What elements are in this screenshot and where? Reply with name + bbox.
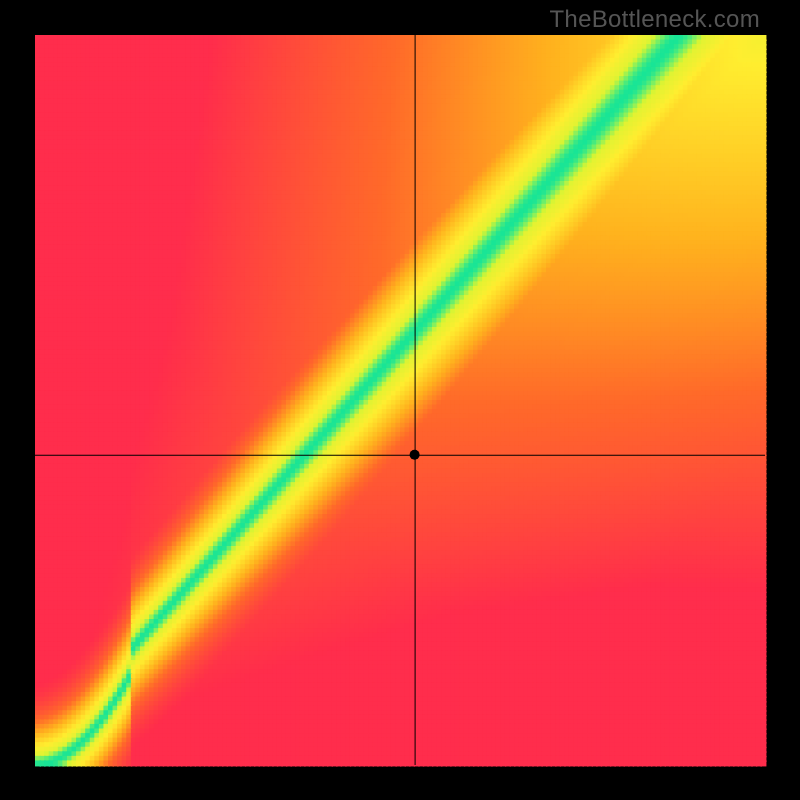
watermark: TheBottleneck.com bbox=[549, 6, 760, 34]
bottleneck-heatmap bbox=[0, 0, 800, 800]
